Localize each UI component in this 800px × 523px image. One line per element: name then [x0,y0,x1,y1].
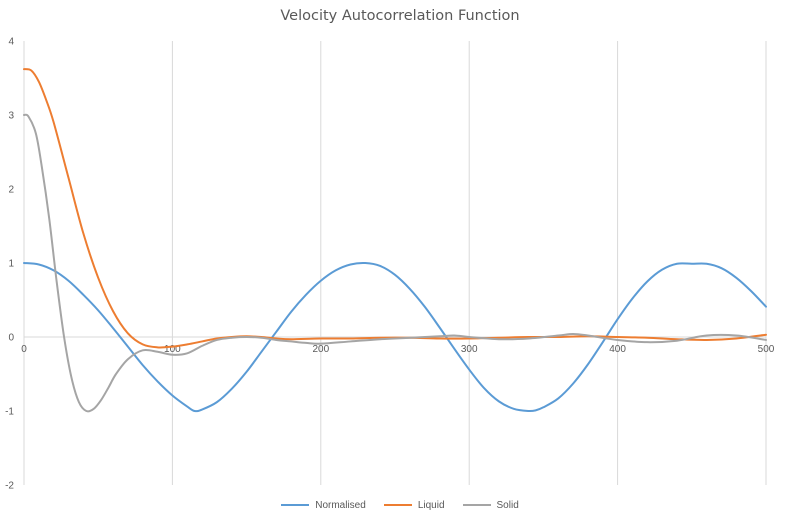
x-tick-label-500: 500 [758,344,775,355]
legend: Normalised Liquid Solid [0,500,800,511]
gridlines [23,41,767,485]
series-lines [23,68,767,413]
x-tick-label-300: 300 [461,344,478,355]
chart-title: Velocity Autocorrelation Function [280,8,520,24]
y-tick-label-2: 2 [8,185,14,196]
x-tick-label-100: 100 [164,344,181,355]
legend-item-solid: Solid [462,500,519,511]
legend-item-liquid: Liquid [383,500,445,511]
x-tick-label-0: 0 [21,344,27,355]
legend-label-liquid: Liquid [417,500,445,511]
y-tick-label-3: 3 [8,111,14,122]
legend-label-normalised: Normalised [315,500,366,511]
legend-swatch-liquid [383,504,412,507]
legend-label-solid: Solid [496,500,519,511]
y-tick-label-0: 0 [8,333,14,344]
legend-item-normalised: Normalised [281,500,366,511]
y-tick-label--2: -2 [5,481,14,492]
tick-labels: 4 3 2 1 0 -1 -2 0 100 200 300 400 500 [5,37,775,492]
x-tick-label-400: 400 [609,344,626,355]
series-line-normalised [23,261,767,413]
legend-swatch-normalised [281,504,310,507]
y-tick-label-4: 4 [8,37,14,48]
legend-swatch-solid [462,504,491,507]
x-tick-label-200: 200 [312,344,329,355]
y-tick-label--1: -1 [5,407,14,418]
series-line-liquid [23,68,767,349]
y-tick-label-1: 1 [8,259,14,270]
series-line-solid [23,113,767,413]
